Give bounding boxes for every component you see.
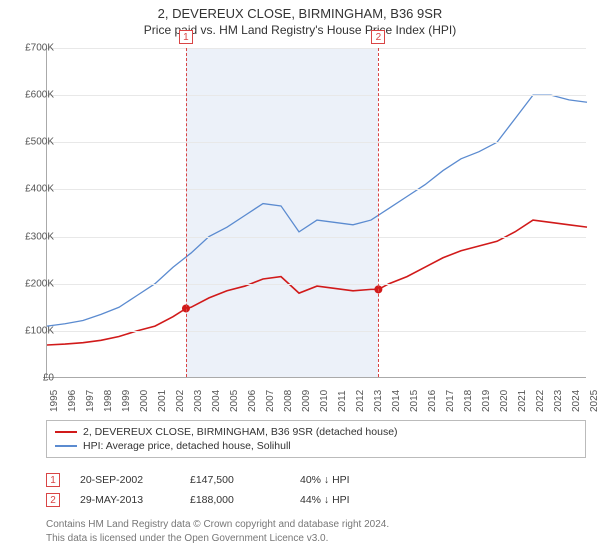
x-axis-label: 2022: [535, 390, 546, 412]
footer-line: Contains HM Land Registry data © Crown c…: [46, 518, 586, 532]
legend-item: HPI: Average price, detached house, Soli…: [55, 439, 577, 453]
footer: Contains HM Land Registry data © Crown c…: [46, 518, 586, 545]
y-axis-label: £0: [43, 373, 54, 384]
x-axis-label: 2017: [445, 390, 456, 412]
series-line-property: [47, 220, 587, 345]
x-axis-label: 1998: [103, 390, 114, 412]
chart-svg: [47, 48, 586, 377]
x-axis-label: 2002: [175, 390, 186, 412]
sales-row: 2 29-MAY-2013 £188,000 44% ↓ HPI: [46, 490, 586, 510]
y-axis-label: £700K: [25, 43, 54, 54]
sale-marker-badge: 2: [371, 30, 385, 44]
x-axis-label: 1996: [67, 390, 78, 412]
series-line-hpi: [47, 95, 587, 326]
chart-plot-area: 12: [46, 48, 586, 378]
x-axis-label: 2021: [517, 390, 528, 412]
y-axis-label: £300K: [25, 231, 54, 242]
x-axis-label: 2009: [301, 390, 312, 412]
x-axis-label: 1997: [85, 390, 96, 412]
x-axis-label: 2003: [193, 390, 204, 412]
x-axis-label: 2015: [409, 390, 420, 412]
x-axis-label: 2006: [247, 390, 258, 412]
legend-swatch: [55, 445, 77, 447]
footer-line: This data is licensed under the Open Gov…: [46, 532, 586, 546]
sales-table: 1 20-SEP-2002 £147,500 40% ↓ HPI 2 29-MA…: [46, 470, 586, 510]
x-axis-label: 2001: [157, 390, 168, 412]
x-axis-label: 2020: [499, 390, 510, 412]
sale-diff: 40% ↓ HPI: [300, 474, 390, 486]
y-axis-label: £400K: [25, 184, 54, 195]
x-axis-label: 2012: [355, 390, 366, 412]
x-axis-label: 2011: [337, 390, 348, 412]
sale-price: £147,500: [190, 474, 280, 486]
sale-price: £188,000: [190, 494, 280, 506]
x-axis-label: 2000: [139, 390, 150, 412]
sale-date: 29-MAY-2013: [80, 494, 170, 506]
x-axis-label: 2024: [571, 390, 582, 412]
x-axis-label: 2005: [229, 390, 240, 412]
x-axis-label: 2018: [463, 390, 474, 412]
legend: 2, DEVEREUX CLOSE, BIRMINGHAM, B36 9SR (…: [46, 420, 586, 458]
x-axis-label: 2004: [211, 390, 222, 412]
y-axis-label: £600K: [25, 90, 54, 101]
x-axis-label: 2010: [319, 390, 330, 412]
legend-swatch: [55, 431, 77, 433]
sales-row: 1 20-SEP-2002 £147,500 40% ↓ HPI: [46, 470, 586, 490]
sale-date: 20-SEP-2002: [80, 474, 170, 486]
x-axis-label: 2007: [265, 390, 276, 412]
x-axis-label: 2023: [553, 390, 564, 412]
x-axis-label: 2016: [427, 390, 438, 412]
x-axis-label: 2008: [283, 390, 294, 412]
legend-label: HPI: Average price, detached house, Soli…: [83, 440, 291, 452]
sale-badge: 1: [46, 473, 60, 487]
x-axis-label: 2019: [481, 390, 492, 412]
x-axis-label: 1995: [49, 390, 60, 412]
chart-container: 2, DEVEREUX CLOSE, BIRMINGHAM, B36 9SR P…: [0, 0, 600, 560]
y-axis-label: £500K: [25, 137, 54, 148]
chart-title: 2, DEVEREUX CLOSE, BIRMINGHAM, B36 9SR: [0, 6, 600, 21]
x-axis-label: 2014: [391, 390, 402, 412]
legend-item: 2, DEVEREUX CLOSE, BIRMINGHAM, B36 9SR (…: [55, 425, 577, 439]
sale-marker-badge: 1: [179, 30, 193, 44]
x-axis-label: 2025: [589, 390, 600, 412]
x-axis-label: 1999: [121, 390, 132, 412]
legend-label: 2, DEVEREUX CLOSE, BIRMINGHAM, B36 9SR (…: [83, 426, 398, 438]
y-axis-label: £100K: [25, 325, 54, 336]
sale-diff: 44% ↓ HPI: [300, 494, 390, 506]
x-axis-label: 2013: [373, 390, 384, 412]
sale-badge: 2: [46, 493, 60, 507]
y-axis-label: £200K: [25, 278, 54, 289]
chart-subtitle: Price paid vs. HM Land Registry's House …: [0, 23, 600, 37]
title-block: 2, DEVEREUX CLOSE, BIRMINGHAM, B36 9SR P…: [0, 0, 600, 37]
